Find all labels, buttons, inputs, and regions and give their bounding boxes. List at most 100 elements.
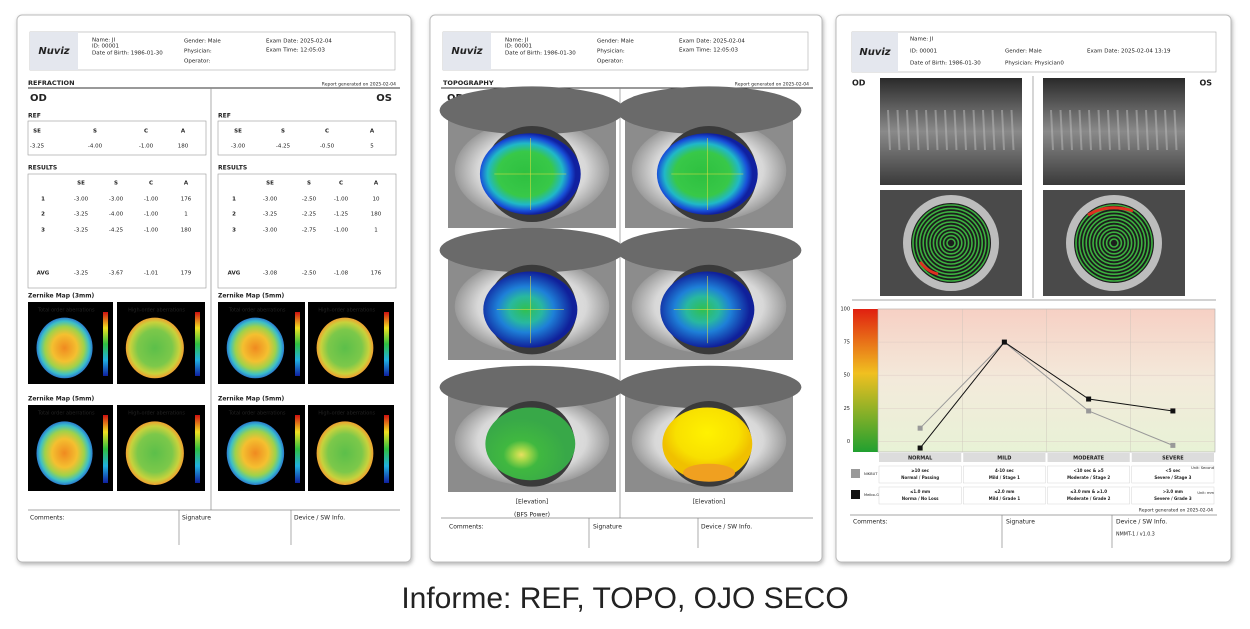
map-label: Total order aberrations [228, 411, 286, 417]
gland-texture [991, 109, 996, 151]
map-title: Zernike Map (5mm) [218, 293, 285, 300]
map-label: High-order aberrations [128, 308, 185, 314]
gland-texture [1107, 109, 1111, 151]
color-scale [384, 312, 389, 376]
category-cell [879, 453, 962, 462]
breakup-zone [918, 261, 939, 276]
patient-name: Name: JI [505, 38, 528, 44]
placido-ring [1102, 231, 1126, 255]
data-point [1086, 396, 1092, 402]
table-cell: -2.25 [302, 212, 317, 218]
placido-ring [922, 214, 980, 272]
header-box [851, 31, 1217, 73]
legend-label: NIKBUT [864, 472, 878, 476]
gland-texture [1078, 109, 1083, 151]
unit-label: Unit: Second [1191, 466, 1214, 470]
gland-texture [1010, 109, 1015, 151]
table-cell: -4.25 [109, 228, 124, 234]
table-box [27, 173, 207, 289]
gland-texture [1145, 109, 1149, 151]
criteria-threshold: <10 sec & ≥5 [1074, 468, 1104, 473]
placido-ring [939, 231, 963, 255]
criteria-cell [1047, 486, 1130, 505]
logo: Nuviz [451, 46, 482, 57]
caption: Informe: REF, TOPO, OJO SECO [401, 582, 848, 615]
column-header: C [149, 181, 153, 187]
gender: Gender: Male [184, 39, 221, 45]
image-caption: [Elevation] [693, 499, 726, 506]
placido-ring [1092, 221, 1136, 265]
y-tick-label: 25 [844, 406, 850, 412]
operator: Operator: [597, 59, 624, 65]
footer-label: Comments: [853, 519, 888, 526]
data-point [1001, 339, 1007, 345]
exam-date: Exam Date: 2025-02-04 [266, 39, 332, 45]
logo-box [30, 32, 78, 70]
row-label: 2 [41, 212, 45, 218]
gland-texture [887, 109, 891, 151]
topography-map [662, 407, 753, 481]
gland-texture [915, 109, 920, 151]
row-label: 1 [41, 197, 45, 203]
criteria-threshold: 4-10 sec [995, 468, 1014, 473]
aberration-map [36, 421, 93, 485]
row-label: 2 [232, 212, 236, 218]
criteria-cell [963, 465, 1046, 484]
table-cell: -1.00 [144, 197, 159, 203]
gland-texture [953, 109, 958, 151]
eyelid [616, 365, 802, 409]
x-tick-label: MILD [997, 456, 1011, 462]
placido-ring [946, 238, 956, 248]
criteria-threshold: ≥10 sec [911, 468, 929, 473]
x-tick-label: NORMAL [908, 456, 933, 462]
table-cell: -3.00 [109, 197, 124, 203]
table-cell: -2.50 [302, 271, 317, 277]
placido-ring [1085, 214, 1143, 272]
map-zone [683, 463, 735, 482]
gland-texture [896, 109, 901, 151]
table-cell: -3.25 [74, 271, 89, 277]
footer-label: Comments: [30, 515, 65, 522]
category-cell [963, 453, 1046, 462]
table-label: RESULTS [218, 165, 247, 172]
table-cell: -3.08 [263, 271, 278, 277]
table-cell: -3.25 [74, 212, 89, 218]
criteria-grade: Moderate / Stage 2 [1067, 475, 1110, 480]
criteria-cell [1131, 486, 1215, 505]
row-label: AVG [37, 271, 50, 277]
criteria-cell [878, 465, 962, 484]
breakup-zone [1087, 206, 1134, 217]
map-label: Total order aberrations [37, 308, 95, 314]
criteria-grade: Normal / Passing [901, 475, 939, 480]
gland-texture [1116, 109, 1121, 151]
map-title: Zernike Map (5mm) [218, 396, 285, 403]
patient-dob: Date of Birth: 1986-01-30 [910, 61, 981, 67]
gland-texture [1173, 109, 1178, 151]
physician: Physician: [597, 49, 625, 55]
row-label: 3 [41, 228, 45, 234]
table-box [217, 173, 397, 289]
table-box [27, 120, 207, 156]
gland-texture [1154, 109, 1159, 151]
gland-texture [1001, 109, 1005, 151]
criteria-grade: Norma / No Loss [902, 496, 939, 501]
gland-texture [906, 109, 910, 151]
exam-date: Exam Date: 2025-02-04 13:19 [1087, 49, 1171, 55]
table-cell: -4.25 [276, 144, 291, 150]
section-title: REFRACTION [28, 79, 75, 87]
logo-box [852, 32, 898, 72]
footer-label: Comments: [449, 524, 484, 531]
column-header: S [93, 129, 97, 135]
eyelid [439, 86, 625, 135]
criteria-threshold: ≤3.0 mm & ≥1.0 [1070, 489, 1107, 494]
footer-label: Signature [593, 524, 622, 531]
patient-id: ID: 00001 [505, 44, 532, 50]
gland-texture [1164, 109, 1168, 151]
table-cell: 179 [181, 271, 192, 277]
criteria-grade: Severe / Grade 3 [1154, 496, 1192, 501]
table-label: REF [218, 113, 231, 120]
logo-box [443, 32, 491, 70]
color-scale [295, 312, 300, 376]
column-header: SE [77, 181, 85, 187]
